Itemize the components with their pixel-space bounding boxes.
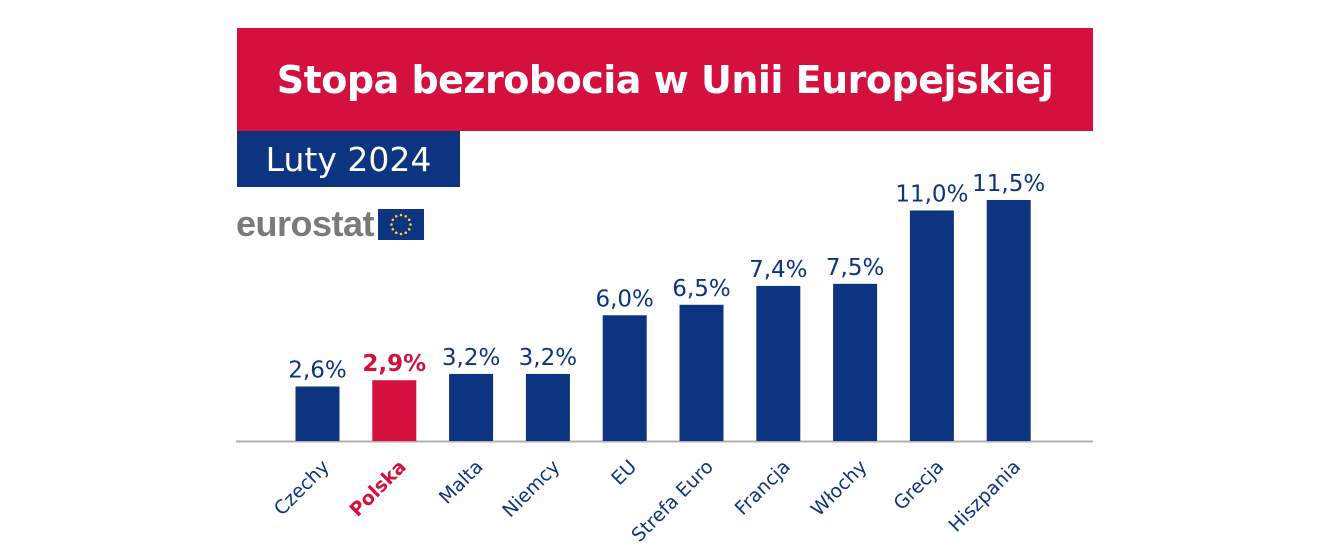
flag-star (407, 217, 411, 221)
category-label-6: Francja (731, 456, 795, 520)
value-label-7: 7,5% (826, 255, 884, 281)
value-label-5: 6,5% (672, 276, 730, 302)
bar-3 (525, 373, 570, 441)
bar-0 (295, 386, 340, 441)
category-label-8: Grecja (890, 456, 949, 515)
category-label-7: Włochy (807, 456, 872, 521)
value-label-0: 2,6% (288, 358, 346, 384)
value-label-9: 11,5% (972, 171, 1045, 197)
value-label-6: 7,4% (749, 257, 807, 283)
category-label-5: Strefa Euro (627, 456, 718, 547)
bar-8 (909, 210, 954, 441)
value-label-3: 3,2% (519, 345, 577, 371)
eu-flag-icon (378, 208, 425, 240)
bar-1 (372, 380, 417, 441)
bar-5 (679, 304, 724, 441)
eurostat-logo: eurostat (236, 203, 425, 244)
chart-title: Stopa bezrobocia w Unii Europejskiej (276, 57, 1054, 102)
bar-2 (449, 373, 494, 441)
flag-star (404, 214, 408, 218)
value-label-2: 3,2% (442, 345, 500, 371)
bar-4 (602, 315, 647, 441)
value-label-1: 2,9% (362, 351, 426, 377)
logo-wordmark: eurostat (236, 203, 375, 244)
flag-star (399, 213, 403, 216)
flag-star (391, 217, 395, 221)
category-label-3: Niemcy (498, 456, 564, 522)
category-label-9: Hiszpania (944, 456, 1025, 537)
title-banner: Stopa bezrobocia w Unii Europejskiej (237, 28, 1093, 131)
flag-star (404, 230, 408, 234)
flag-star (391, 227, 395, 231)
value-label-8: 11,0% (895, 181, 968, 207)
flag-star (394, 214, 398, 218)
flag-star (407, 227, 411, 231)
flag-star (394, 230, 398, 234)
flag-star (399, 232, 403, 235)
flag-star (390, 222, 393, 226)
value-labels-group: 2,6% 2,9% 3,2% 3,2% 6,0% 6,5% 7,4% 7,5% 11,0% 11,… (288, 171, 1045, 384)
bar-9 (986, 200, 1031, 441)
bar-7 (833, 283, 878, 441)
category-label-1: Polska (345, 456, 410, 521)
category-label-4: EU (607, 456, 641, 490)
chart-subtitle: Luty 2024 (265, 139, 432, 179)
bars-group (295, 200, 1031, 441)
bar-6 (756, 285, 801, 441)
value-label-4: 6,0% (595, 286, 653, 312)
category-label-2: Malta (435, 456, 488, 509)
category-label-0: Czechy (270, 456, 334, 520)
subtitle-banner: Luty 2024 (237, 131, 460, 187)
flag-star (409, 222, 412, 226)
